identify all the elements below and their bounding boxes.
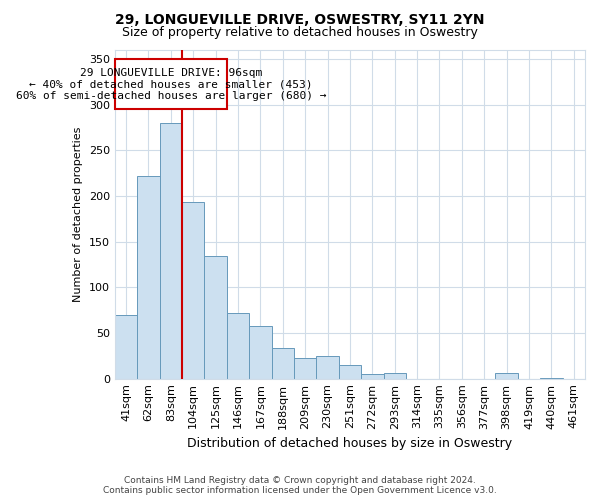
Bar bbox=[294, 358, 316, 378]
FancyBboxPatch shape bbox=[115, 59, 227, 110]
X-axis label: Distribution of detached houses by size in Oswestry: Distribution of detached houses by size … bbox=[187, 437, 512, 450]
Text: 29, LONGUEVILLE DRIVE, OSWESTRY, SY11 2YN: 29, LONGUEVILLE DRIVE, OSWESTRY, SY11 2Y… bbox=[115, 12, 485, 26]
Y-axis label: Number of detached properties: Number of detached properties bbox=[73, 126, 83, 302]
Bar bbox=[361, 374, 383, 378]
Bar bbox=[339, 365, 361, 378]
Bar bbox=[137, 176, 160, 378]
Bar bbox=[160, 123, 182, 378]
Bar bbox=[115, 315, 137, 378]
Bar bbox=[182, 202, 205, 378]
Bar bbox=[496, 373, 518, 378]
Text: 29 LONGUEVILLE DRIVE: 96sqm
← 40% of detached houses are smaller (453)
60% of se: 29 LONGUEVILLE DRIVE: 96sqm ← 40% of det… bbox=[16, 68, 326, 101]
Bar bbox=[272, 348, 294, 378]
Bar bbox=[316, 356, 339, 378]
Bar bbox=[383, 373, 406, 378]
Bar bbox=[249, 326, 272, 378]
Text: Contains HM Land Registry data © Crown copyright and database right 2024.
Contai: Contains HM Land Registry data © Crown c… bbox=[103, 476, 497, 495]
Bar bbox=[205, 256, 227, 378]
Text: Size of property relative to detached houses in Oswestry: Size of property relative to detached ho… bbox=[122, 26, 478, 39]
Bar bbox=[227, 313, 249, 378]
